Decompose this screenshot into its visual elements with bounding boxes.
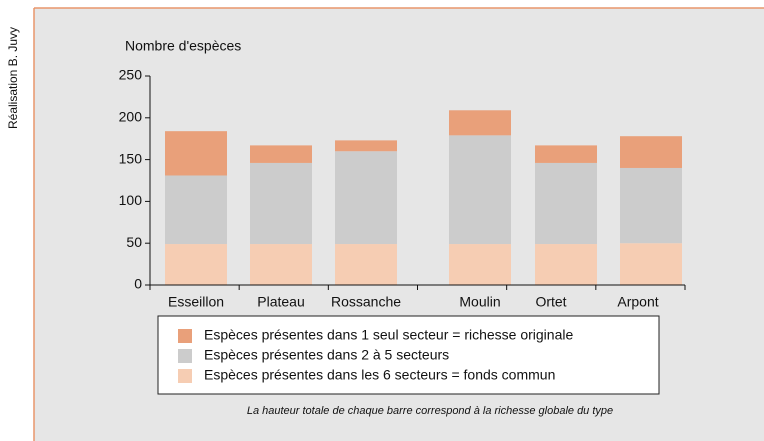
x-tick-label: Rossanche: [331, 294, 401, 310]
bar-segment: [449, 244, 511, 285]
x-tick-label: Ortet: [535, 294, 566, 310]
x-tick-label: Moulin: [459, 294, 500, 310]
legend: [157, 315, 660, 395]
y-axis-label: Nombre d'espèces: [125, 38, 241, 54]
bar-segment: [449, 135, 511, 245]
y-tick-label: 50: [126, 234, 142, 250]
bar-segment: [620, 167, 682, 244]
bar-segment: [165, 175, 227, 245]
legend-label: Espèces présentes dans les 6 secteurs = …: [204, 367, 555, 383]
bar-segment: [335, 151, 397, 245]
legend-label: Espèces présentes dans 1 seul secteur = …: [204, 327, 573, 343]
bar-segment: [535, 145, 597, 163]
y-tick-label: 100: [119, 192, 143, 208]
credit: Réalisation B. Juvy: [6, 27, 20, 129]
legend-swatch: [178, 369, 192, 383]
bar-segment: [165, 244, 227, 285]
y-tick-label: 0: [134, 276, 142, 292]
legend-swatch: [178, 329, 192, 343]
legend-label: Espèces présentes dans 2 à 5 secteurs: [204, 347, 449, 363]
bar-segment: [335, 140, 397, 152]
bar-segment: [449, 110, 511, 136]
bar-segment: [250, 145, 312, 163]
y-tick-label: 200: [119, 109, 143, 125]
y-tick-label: 150: [119, 150, 143, 166]
bar-segment: [620, 243, 682, 285]
bar-segment: [250, 162, 312, 245]
bar-segment: [250, 244, 312, 285]
bar-segment: [335, 244, 397, 285]
x-tick-label: Arpont: [617, 294, 658, 310]
x-tick-label: Plateau: [257, 294, 304, 310]
bar-segment: [535, 162, 597, 245]
note: La hauteur totale de chaque barre corres…: [247, 405, 613, 417]
bar-segment: [165, 131, 227, 176]
bar-segment: [620, 136, 682, 168]
y-tick-label: 250: [119, 67, 143, 83]
legend-swatch: [178, 349, 192, 363]
x-tick-label: Esseillon: [168, 294, 224, 310]
bar-segment: [535, 244, 597, 285]
